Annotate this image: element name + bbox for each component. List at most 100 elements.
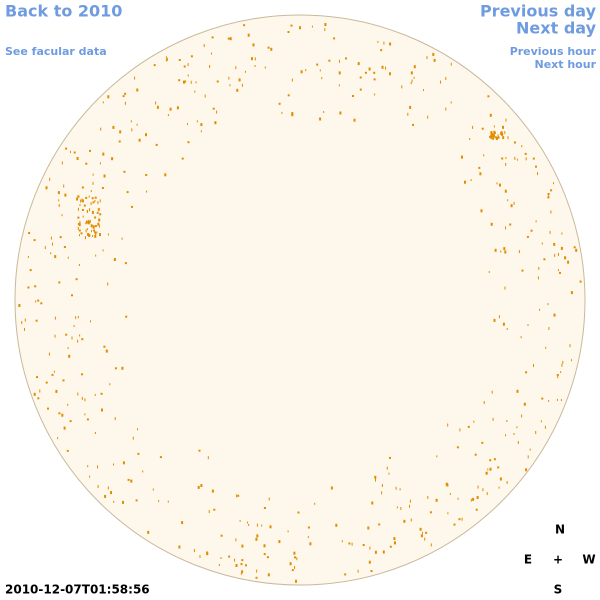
facula — [178, 59, 181, 61]
facula — [90, 224, 93, 228]
facula — [229, 84, 231, 87]
facula — [27, 286, 30, 289]
facula — [142, 470, 144, 473]
facula — [504, 250, 507, 254]
facula — [66, 449, 69, 452]
facula — [208, 510, 210, 514]
facula — [549, 230, 551, 234]
facula — [504, 131, 506, 135]
facula — [75, 316, 77, 320]
facula — [567, 260, 570, 264]
facula — [63, 246, 66, 248]
facula — [79, 234, 80, 237]
facula — [91, 230, 92, 233]
facula — [67, 403, 69, 406]
facula — [89, 475, 91, 478]
facula — [420, 534, 423, 538]
facula — [393, 537, 396, 541]
facula — [319, 117, 322, 121]
facula — [344, 573, 347, 576]
facula — [307, 536, 309, 539]
facula — [97, 465, 98, 469]
facula — [237, 494, 240, 497]
facula — [287, 94, 290, 97]
facula — [241, 570, 244, 574]
facula — [114, 367, 117, 370]
facula — [483, 154, 485, 157]
facula — [341, 540, 343, 543]
facula — [501, 157, 504, 160]
facular-link[interactable]: See facular data — [5, 45, 107, 58]
facula — [87, 233, 90, 236]
facula — [502, 136, 505, 140]
facula — [118, 140, 121, 143]
facula — [305, 69, 307, 72]
facula — [121, 366, 124, 370]
facula — [130, 479, 133, 483]
back-link[interactable]: Back to 2010 — [5, 2, 122, 21]
facula — [464, 180, 466, 184]
facula — [396, 506, 398, 509]
previous-hour-link[interactable]: Previous hour — [510, 45, 597, 58]
facula — [410, 71, 413, 75]
facula — [107, 282, 109, 286]
facula — [107, 233, 109, 236]
facula — [86, 418, 89, 421]
facula — [281, 111, 283, 114]
facula — [245, 564, 247, 567]
facula — [456, 446, 459, 449]
facula — [203, 44, 205, 48]
facula — [491, 137, 493, 140]
facula — [199, 555, 201, 558]
facula — [241, 559, 244, 562]
facula — [525, 157, 527, 161]
facula — [91, 197, 94, 200]
facula — [385, 66, 386, 70]
facula — [506, 420, 508, 422]
facula — [509, 223, 512, 226]
facula — [486, 492, 488, 496]
facula — [359, 76, 362, 79]
facula — [228, 555, 231, 558]
facula — [113, 500, 115, 503]
facula — [251, 57, 253, 61]
facula — [211, 52, 212, 55]
facula — [102, 249, 104, 252]
facula — [523, 402, 526, 406]
facula — [458, 518, 461, 521]
next-day-link[interactable]: Next day — [516, 19, 597, 38]
facula — [535, 165, 537, 168]
facula — [81, 338, 84, 341]
facula — [278, 102, 281, 105]
facula — [446, 483, 449, 487]
facula — [35, 319, 38, 322]
facula — [220, 557, 222, 559]
facula — [102, 152, 105, 156]
facula — [84, 398, 86, 402]
facula — [51, 373, 54, 376]
facula — [67, 256, 69, 259]
facula — [333, 37, 336, 40]
facula — [386, 466, 388, 470]
facula — [548, 327, 550, 330]
next-hour-link[interactable]: Next hour — [535, 58, 597, 71]
previous-day-link[interactable]: Previous day — [480, 2, 597, 21]
facula — [241, 544, 244, 548]
facula — [521, 145, 523, 148]
facula — [92, 181, 94, 185]
facula — [496, 182, 498, 185]
facula — [54, 334, 56, 338]
facula — [433, 58, 436, 62]
facula — [80, 199, 82, 203]
facula — [429, 511, 432, 514]
facula — [516, 389, 519, 393]
facula — [145, 133, 147, 137]
facula — [556, 374, 559, 376]
facula — [59, 236, 62, 239]
facula — [73, 151, 76, 154]
facula — [494, 248, 497, 252]
facula — [502, 125, 504, 129]
facula — [190, 80, 192, 84]
facula — [62, 379, 65, 382]
facula — [235, 538, 237, 542]
